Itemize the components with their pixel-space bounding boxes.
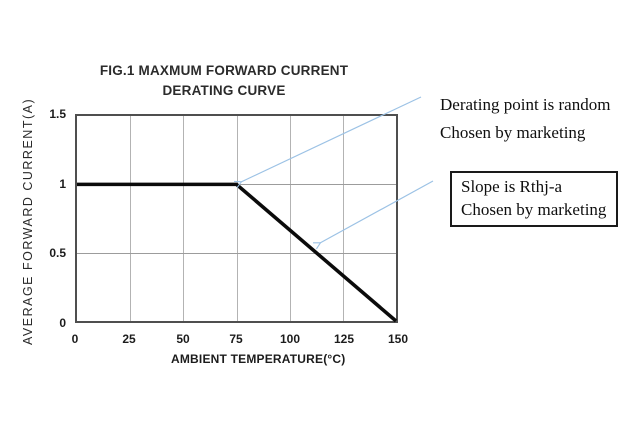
annotation-derating-point: Derating point is random Chosen by marke… (440, 91, 610, 147)
annotation-derating-point-line1: Derating point is random (440, 95, 611, 114)
x-tick-label-50: 50 (176, 332, 190, 346)
gridline-horizontal-0_5a (77, 252, 396, 254)
x-tick-label-125: 125 (333, 332, 355, 346)
y-axis-title: AVERAGE FORWARD CURRENT(A) (21, 97, 35, 345)
y-tick-label-0_5: 0.5 (49, 246, 66, 260)
annotation-derating-point-line2: Chosen by marketing (440, 123, 586, 142)
y-tick-label-1: 1 (59, 177, 66, 191)
annotation-slope-line1: Slope is Rthj-a (461, 177, 563, 196)
derating-curve-line (77, 182, 398, 323)
gridline-vertical-25 (130, 116, 132, 321)
x-axis-title: AMBIENT TEMPERATURE(°C) (171, 352, 346, 366)
x-tick-label-25: 25 (122, 332, 136, 346)
figure-title-line2: DERATING CURVE (162, 83, 286, 98)
gridline-vertical-100 (289, 116, 291, 321)
y-tick-label-0: 0 (59, 316, 66, 330)
plot-area (75, 114, 398, 323)
annotation-slope-box: Slope is Rthj-a Chosen by marketing (450, 171, 618, 227)
figure-title-line1: FIG.1 MAXMUM FORWARD CURRENT (99, 63, 349, 78)
annotation-slope-line2: Chosen by marketing (461, 200, 607, 219)
gridline-vertical-75 (236, 116, 238, 321)
x-tick-label-75: 75 (229, 332, 243, 346)
derating-curve (77, 182, 398, 323)
x-tick-label-0: 0 (71, 332, 79, 346)
x-tick-label-150: 150 (387, 332, 409, 346)
gridline-vertical-50 (183, 116, 185, 321)
y-tick-label-1_5: 1.5 (49, 107, 66, 121)
figure-title: FIG.1 MAXMUM FORWARD CURRENT DERATING CU… (88, 61, 360, 101)
x-tick-label-100: 100 (279, 332, 301, 346)
